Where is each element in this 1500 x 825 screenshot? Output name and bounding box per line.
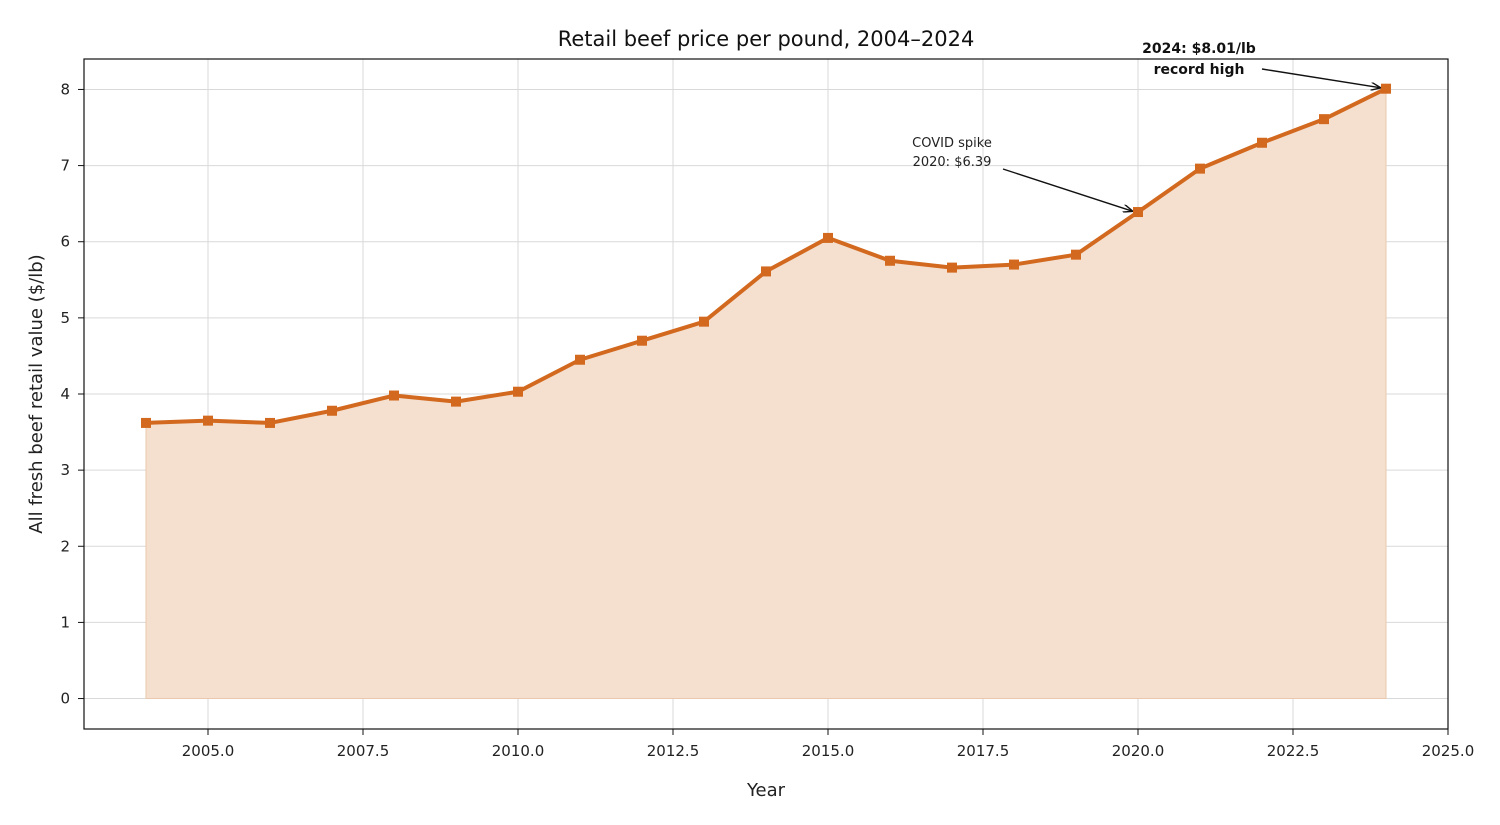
data-point [203, 415, 213, 426]
data-point [761, 266, 771, 277]
data-point [1257, 137, 1267, 148]
y-tick-label: 4 [60, 385, 70, 403]
y-axis-label: All fresh beef retail value ($/lb) [26, 254, 47, 533]
data-point [513, 386, 523, 397]
y-tick-label: 1 [60, 613, 70, 631]
y-tick-label: 8 [60, 80, 70, 98]
x-tick-label: 2007.5 [337, 742, 390, 760]
x-tick-label: 2025.0 [1422, 742, 1475, 760]
y-tick-label: 0 [60, 690, 70, 708]
x-tick-label: 2012.5 [647, 742, 700, 760]
data-point [885, 255, 895, 266]
data-point [947, 262, 957, 273]
y-tick-label: 6 [60, 233, 70, 251]
annotation-arrow [1002, 168, 1132, 211]
y-tick-label: 7 [60, 157, 70, 175]
data-point [141, 417, 151, 428]
data-point [1319, 114, 1329, 125]
x-tick-label: 2015.0 [802, 742, 855, 760]
chart-title: Retail beef price per pound, 2004–2024 [558, 27, 975, 51]
data-point [1381, 83, 1391, 94]
y-tick-label: 3 [60, 461, 70, 479]
data-point [1133, 207, 1143, 218]
data-point [823, 232, 833, 243]
data-point [451, 396, 461, 407]
data-point [1071, 249, 1081, 260]
annotation-text: 2024: $8.01/lb record high [1142, 41, 1256, 78]
data-point [1195, 163, 1205, 174]
data-point [265, 417, 275, 428]
x-tick-label: 2010.0 [492, 742, 545, 760]
annotation-text: COVID spike 2020: $6.39 [912, 136, 992, 170]
data-point [389, 390, 399, 401]
data-point [637, 335, 647, 346]
x-tick-label: 2005.0 [182, 742, 235, 760]
annotation-arrow [1261, 68, 1380, 88]
y-tick-label: 5 [60, 309, 70, 327]
data-point [575, 354, 585, 365]
x-axis-label: Year [746, 780, 786, 801]
data-point [699, 316, 709, 327]
x-tick-label: 2020.0 [1112, 742, 1165, 760]
y-tick-label: 2 [60, 537, 70, 555]
data-point [327, 405, 337, 416]
data-point [1009, 259, 1019, 270]
x-tick-label: 2022.5 [1267, 742, 1320, 760]
x-tick-label: 2017.5 [957, 742, 1010, 760]
